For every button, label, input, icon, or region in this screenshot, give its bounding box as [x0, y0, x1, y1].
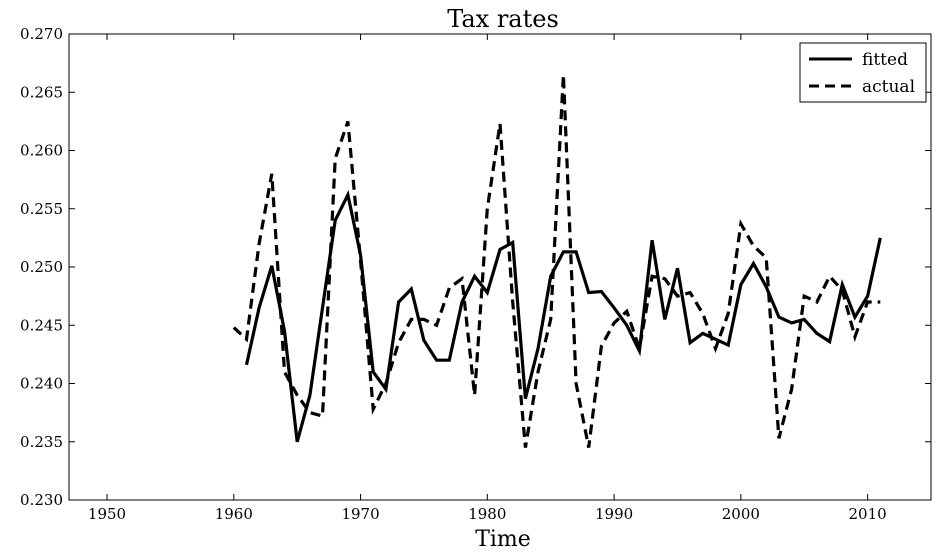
y-tick-label: 0.230: [20, 491, 63, 509]
x-tick-label: 1990: [595, 505, 633, 523]
legend-actual-label: actual: [862, 77, 915, 97]
y-tick-label: 0.260: [20, 142, 63, 160]
x-tick-label: 1950: [88, 505, 126, 523]
y-tick-label: 0.235: [20, 433, 63, 451]
axis-ticks: 1950 1960 1970 1980 1990 2000 2010 0.230 0.235 0.…: [20, 25, 931, 523]
y-tick-label: 0.240: [20, 375, 63, 393]
x-tick-label: 1960: [215, 505, 253, 523]
series-line-actual: [232, 74, 881, 448]
series-line-fitted: [244, 189, 882, 443]
series-lines: [232, 74, 882, 448]
y-tick-label: 0.250: [20, 258, 63, 276]
x-axis-label: Time: [475, 527, 531, 552]
y-tick-label: 0.245: [20, 316, 63, 334]
x-tick-label: 2000: [722, 505, 760, 523]
legend-fitted-label: fitted: [862, 50, 908, 70]
x-tick-label: 1980: [468, 505, 506, 523]
x-tick-label: 2010: [849, 505, 887, 523]
legend-box: [799, 42, 927, 103]
chart-title: Tax rates: [447, 5, 559, 33]
x-tick-label: 1970: [341, 505, 379, 523]
y-tick-label: 0.265: [20, 83, 63, 101]
plot-frame: [68, 33, 932, 501]
y-tick-label: 0.270: [20, 25, 63, 43]
legend: fitted actual: [799, 42, 927, 103]
y-tick-label: 0.255: [20, 200, 63, 218]
